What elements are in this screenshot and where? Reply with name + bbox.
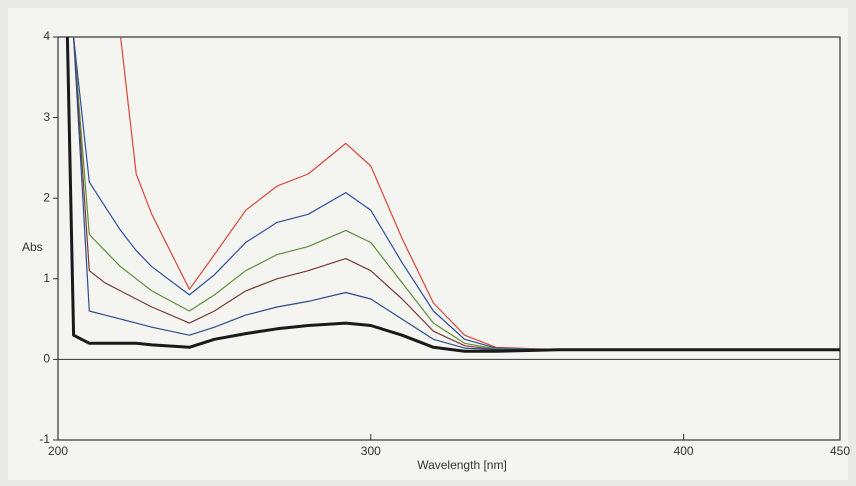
screen (8, 8, 848, 480)
spectrum-line (73, 36, 840, 351)
y-tick-label: 0 (43, 352, 50, 366)
spectrum-line (65, 36, 840, 353)
y-tick-label: 4 (43, 29, 50, 43)
x-tick-label: 400 (674, 444, 694, 458)
spectrum-line (73, 36, 840, 351)
x-axis-label: Wavelength [nm] (417, 458, 507, 472)
x-tick-label: 200 (48, 444, 68, 458)
y-tick-label: 1 (43, 271, 50, 285)
y-axis-label: Abs (22, 240, 43, 254)
spectrum-line (73, 36, 840, 351)
x-tick-label: 300 (361, 444, 381, 458)
x-tick-label: 450 (830, 444, 850, 458)
y-tick-label: -1 (39, 432, 50, 446)
y-tick-label: 3 (43, 110, 50, 124)
y-tick-label: 2 (43, 190, 50, 204)
plot-frame (57, 36, 841, 441)
